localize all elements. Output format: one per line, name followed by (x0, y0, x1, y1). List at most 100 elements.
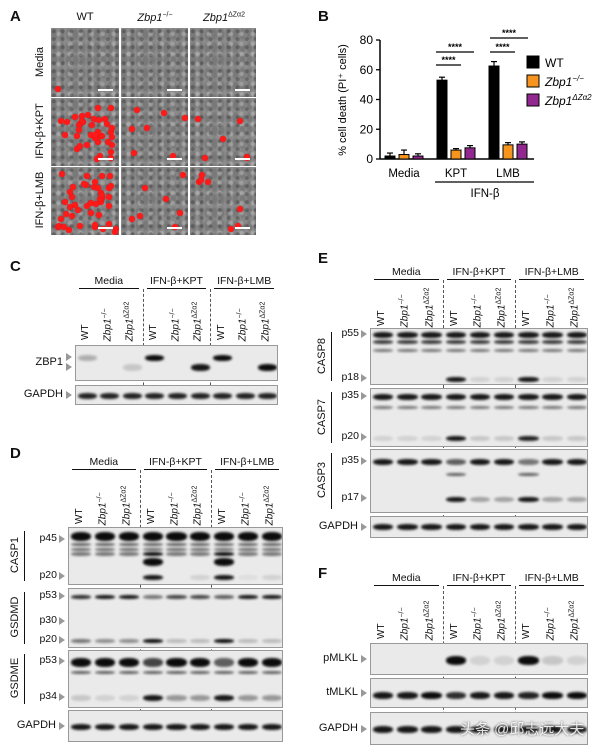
protein-label: CASP7 (316, 398, 328, 435)
protein-band (190, 552, 211, 556)
column-header: Zbp1ΔZα2 (192, 11, 256, 24)
protein-band (258, 393, 277, 399)
row-label: IFN-β+KPT (34, 103, 46, 159)
legend-name: Zbp1 (544, 75, 572, 89)
protein-band (494, 340, 515, 344)
protein-band (262, 639, 282, 643)
dead-cell-marker (98, 172, 105, 179)
protein-band (566, 496, 587, 502)
lane-label: Zbp1ΔZα2 (264, 486, 276, 526)
dead-cell-marker (93, 155, 100, 162)
protein-band (469, 459, 491, 465)
protein-band (397, 394, 418, 400)
blot-pmlkl (370, 643, 588, 675)
legend-entry: WT (545, 56, 564, 70)
blot-casp7 (370, 388, 588, 447)
group-header: IFN-β+LMB (524, 572, 579, 584)
genotype-superscript: −/− (399, 607, 406, 618)
protein-band (421, 691, 442, 699)
protein-band (469, 376, 491, 382)
dead-cell-marker (133, 106, 140, 113)
genotype-superscript: ΔZα2 (263, 485, 271, 503)
protein-band (214, 695, 235, 701)
protein-bracket (24, 654, 26, 704)
significance-stars: **** (441, 55, 456, 65)
genotype-name: Zbp1 (170, 318, 182, 342)
genotype-name: Zbp1 (424, 617, 436, 641)
genotype-name: Zbp1 (545, 617, 557, 641)
lane-genotype: Zbp1−/− (168, 492, 180, 525)
protein-band (542, 332, 563, 338)
protein-band (262, 670, 282, 674)
lane-label: Zbp1ΔZα2 (259, 302, 271, 342)
dead-cell-marker (227, 225, 234, 232)
dead-cell-marker (89, 122, 96, 129)
protein-band (118, 542, 139, 546)
genotype-superscript: ΔZα2 (423, 287, 431, 305)
lane-label: Zbp1−/− (544, 607, 556, 640)
dead-cell-marker (87, 131, 94, 138)
protein-band (238, 595, 259, 599)
protein-band (542, 435, 563, 441)
lane-genotype: WT (217, 508, 228, 524)
protein-band (542, 394, 563, 400)
protein-bracket (24, 592, 26, 644)
genotype-name: Zbp1 (545, 304, 557, 328)
protein-label: GAPDH (318, 721, 358, 734)
genotype-name: WT (448, 623, 460, 639)
protein-band (118, 657, 139, 667)
protein-band (445, 435, 466, 441)
genotype-name: Zbp1 (424, 304, 436, 328)
marker-arrow-icon (59, 693, 65, 701)
dead-cell-marker (68, 194, 75, 201)
protein-band (518, 655, 539, 665)
protein-band (566, 340, 587, 344)
dead-cell-marker (143, 124, 150, 131)
protein-band (238, 724, 259, 730)
blot-zbp1 (75, 345, 278, 381)
genotype-superscript: ΔZα2 (568, 600, 576, 618)
group-underline (519, 279, 584, 281)
protein-band (566, 394, 587, 400)
scale-bar (98, 89, 113, 91)
lane-genotype: Zbp1−/− (240, 492, 252, 525)
protein-band (372, 394, 394, 400)
genotype-superscript: −/− (236, 308, 244, 319)
protein-band (542, 524, 563, 530)
protein-band (421, 524, 442, 530)
genotype-name: Zbp1 (121, 502, 133, 526)
dead-cell-marker (97, 199, 104, 206)
dead-cell-marker (176, 210, 183, 217)
genotype-name: Zbp1 (125, 318, 137, 342)
size-marker: p17 (341, 491, 359, 503)
genotype-name: WT (73, 508, 85, 524)
group-underline (446, 279, 512, 281)
protein-band (518, 394, 539, 400)
dead-cell-marker (62, 210, 69, 217)
genotype-name: Zbp1 (260, 318, 272, 342)
lane-genotype: WT (449, 310, 460, 326)
protein-band (100, 393, 120, 399)
protein-band (238, 574, 259, 580)
dead-cell-marker (94, 129, 101, 136)
blot-gsdmd (68, 588, 283, 648)
protein-band (542, 691, 563, 699)
dead-cell-marker (58, 117, 65, 124)
protein-band (421, 348, 442, 352)
dead-cell-marker (105, 138, 112, 145)
protein-band (118, 552, 139, 556)
genotype-superscript: −/− (471, 607, 479, 618)
group-header: Media (392, 266, 421, 278)
micrograph (190, 98, 256, 166)
group-header: Media (94, 275, 124, 287)
protein-band (372, 340, 394, 344)
marker-arrow-icon (361, 392, 367, 400)
dead-cell-marker (198, 177, 205, 184)
dead-cell-marker (96, 116, 103, 123)
blot-tmlkl (370, 678, 588, 708)
dead-cell-marker (94, 138, 101, 145)
group-header: IFN-β+LMB (217, 275, 272, 287)
protein-band (94, 531, 115, 541)
dead-cell-marker (84, 141, 91, 148)
protein-band (397, 340, 418, 344)
